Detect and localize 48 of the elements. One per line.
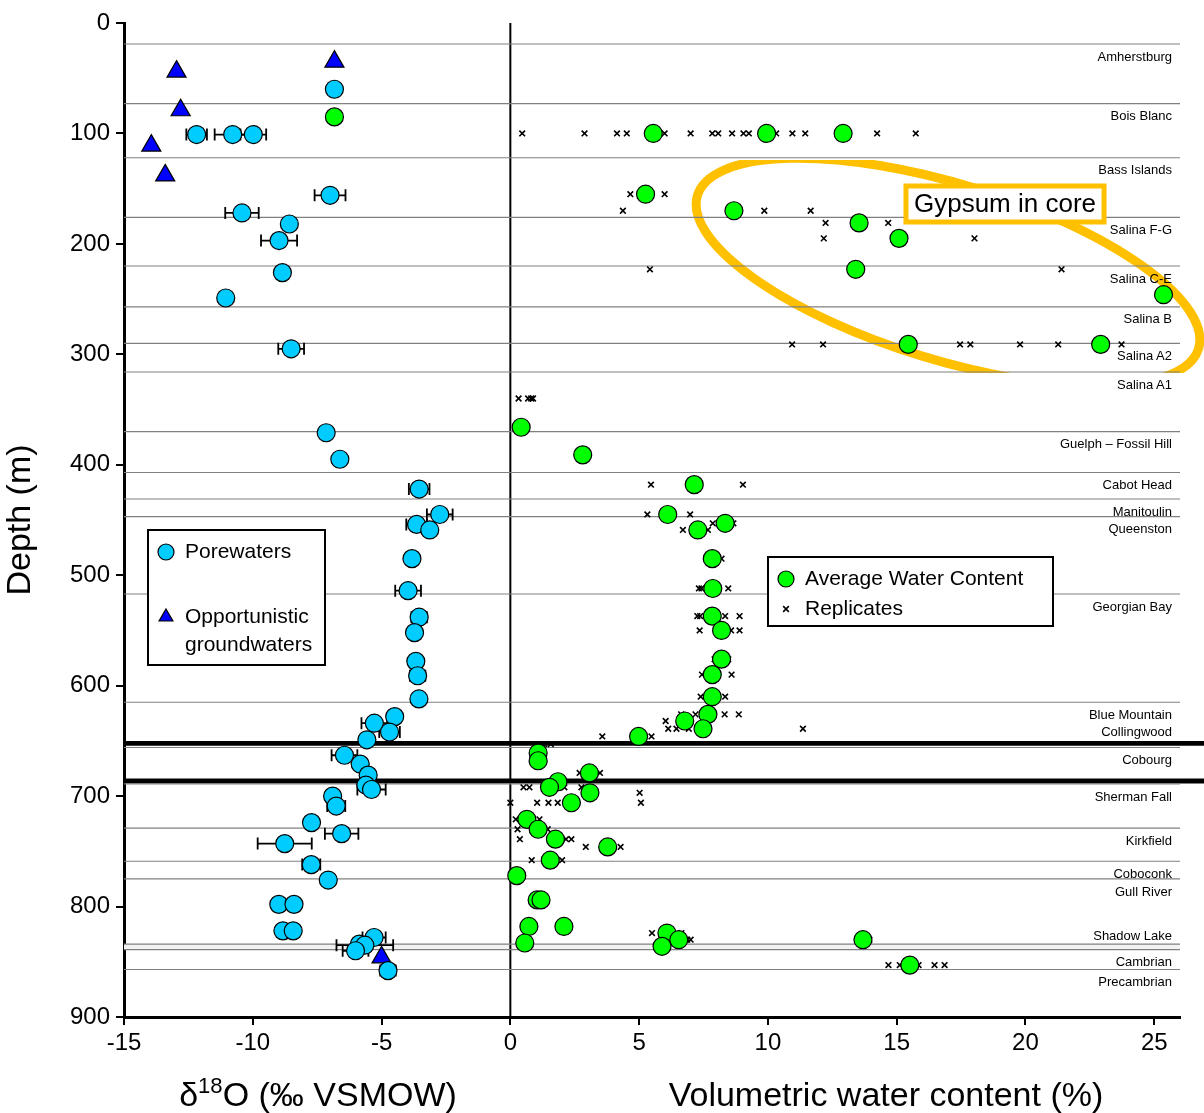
legend-label: Porewaters <box>185 538 292 562</box>
ref-line-label: Bois Blanc <box>1110 108 1173 124</box>
ref-line-label: Cobourg <box>1122 752 1172 768</box>
ref-line-label: Bass Islands <box>1098 162 1173 178</box>
ref-line-label: Salina A2 <box>1117 347 1172 363</box>
ref-line-label: Georgian Bay <box>1092 598 1173 614</box>
annotation: Gypsum in core <box>913 188 1097 219</box>
x-tick-label: 20 <box>1012 1028 1039 1056</box>
ref-line-label: Manitoulin <box>1112 503 1172 519</box>
ref-line-label: Coboconk <box>1113 865 1173 881</box>
legend-label: Opportunistic groundwaters <box>185 603 313 655</box>
x-tick-label: -5 <box>370 1028 393 1056</box>
ref-line-label: Guelph – Fossil Hill <box>1060 436 1173 452</box>
ref-line-label: Kirkfield <box>1125 832 1172 848</box>
ref-line-label: Amherstburg <box>1097 48 1172 64</box>
x-tick-label: -10 <box>235 1028 271 1056</box>
ref-line-label: Salina F-G <box>1109 221 1172 237</box>
y-tick-label: 900 <box>69 1001 110 1029</box>
text: Volumetric water content (%) <box>668 1075 1104 1113</box>
x-tick-label: -15 <box>106 1028 142 1056</box>
x-tick-label: 5 <box>632 1028 646 1056</box>
y-tick-label: 400 <box>69 449 110 477</box>
y-tick-label: 300 <box>69 338 110 366</box>
legend-label: Average Water Content <box>805 565 1024 589</box>
x-tick-label: 0 <box>503 1028 518 1056</box>
y-tick-label: 700 <box>69 780 110 808</box>
ref-line-label: Cambrian <box>1115 954 1172 970</box>
y-tick-label: 200 <box>69 228 110 256</box>
ref-line-label: Precambrian <box>1098 974 1172 990</box>
ref-line-label: Queenston <box>1108 521 1172 537</box>
x-tick-label: 25 <box>1140 1028 1168 1056</box>
legend-label: Replicates <box>805 595 904 619</box>
x-tick-label: 10 <box>754 1028 782 1056</box>
ref-line-label: Salina B <box>1123 311 1172 327</box>
y-tick-label: 100 <box>69 118 110 146</box>
y-tick-label: 0 <box>96 7 110 35</box>
ref-line-label: Blue Mountain <box>1088 706 1172 722</box>
y-tick-label: 800 <box>69 891 110 919</box>
y-axis-title: Depth (m) <box>0 444 37 596</box>
ref-line-label: Salina A1 <box>1117 376 1172 392</box>
band-label: Collingwood <box>1101 724 1172 740</box>
ref-line-label: Gull River <box>1114 883 1173 899</box>
band-label: Shadow Lake <box>1093 927 1172 943</box>
y-tick-label: 600 <box>69 670 110 698</box>
ref-line-label: Cabot Head <box>1102 477 1172 493</box>
x-tick-label: 15 <box>883 1028 911 1056</box>
ref-line-label: Sherman Fall <box>1094 788 1173 804</box>
y-tick-label: 500 <box>69 559 110 587</box>
